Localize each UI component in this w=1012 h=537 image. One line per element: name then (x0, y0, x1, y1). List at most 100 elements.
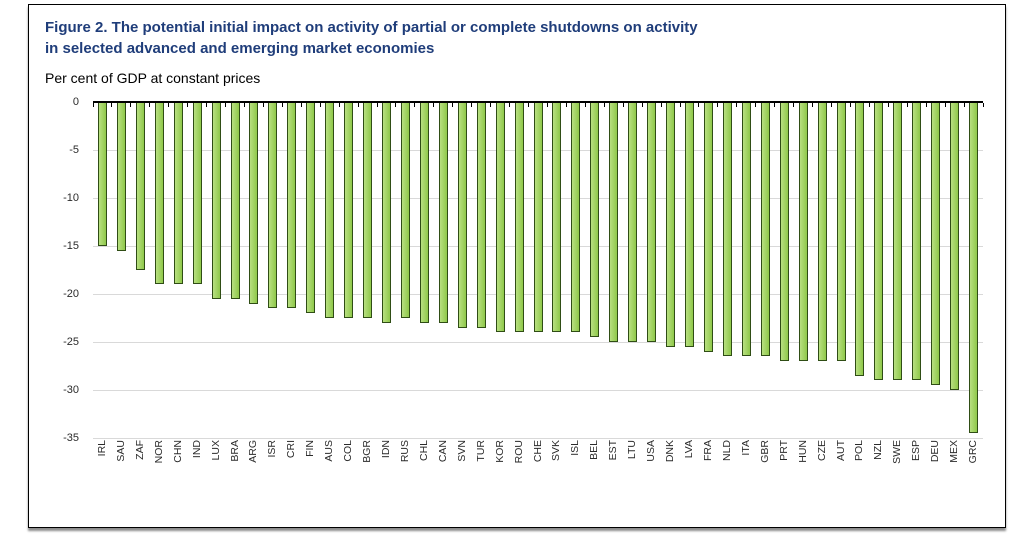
x-label-slot: SWE (888, 440, 907, 484)
bar-GBR (760, 102, 770, 357)
x-label-slot: ISL (566, 440, 585, 484)
bar-slot (112, 102, 131, 438)
axis-tick (111, 103, 113, 107)
bar-slot (472, 102, 491, 438)
bar-CZE (817, 102, 827, 362)
axis-tick (395, 103, 397, 107)
bar-slot (926, 102, 945, 438)
x-label-EST: EST (607, 440, 620, 461)
figure-title-line1: Figure 2. The potential initial impact o… (45, 19, 698, 36)
bar-COL (344, 102, 354, 318)
bar-PRT (779, 102, 789, 362)
x-label-slot: ARG (245, 440, 264, 484)
bar-slot (188, 102, 207, 438)
x-label-slot: LUX (207, 440, 226, 484)
zero-axis-line (93, 101, 983, 103)
x-label-FRA: FRA (701, 440, 714, 461)
x-label-SVN: SVN (455, 440, 468, 462)
x-label-slot: IRL (93, 440, 112, 484)
x-label-slot: CZE (813, 440, 832, 484)
x-label-NOR: NOR (152, 440, 165, 464)
x-label-IRL: IRL (95, 440, 108, 457)
y-axis: 0 -5 -10 -15 -20 -25 -30 -35 (45, 96, 87, 444)
x-label-DEU: DEU (929, 440, 942, 463)
axis-tick (887, 103, 889, 107)
bar-slot (851, 102, 870, 438)
bar-slot (661, 102, 680, 438)
x-label-ISR: ISR (266, 440, 279, 458)
axis-tick (641, 103, 643, 107)
x-axis-labels: IRL SAU ZAF NOR CHN IND LUX BRA ARG ISR CRI FIN AUS C… (93, 440, 983, 484)
y-tick-label--20: -20 (63, 287, 79, 300)
bar-LVA (685, 102, 695, 347)
bar-DEU (931, 102, 941, 386)
bar-slot (301, 102, 320, 438)
bar-ROU (514, 102, 524, 333)
bar-slot (207, 102, 226, 438)
bar-slot (718, 102, 737, 438)
bar-BEL (590, 102, 600, 338)
x-label-slot: BEL (585, 440, 604, 484)
x-label-ESP: ESP (910, 440, 923, 462)
figure-title: Figure 2. The potential initial impact o… (45, 17, 975, 59)
axis-tick (660, 103, 662, 107)
axis-tick (319, 103, 321, 107)
x-label-slot: ROU (510, 440, 529, 484)
x-label-slot: SVN (453, 440, 472, 484)
bar-slot (529, 102, 548, 438)
x-label-BEL: BEL (588, 440, 601, 460)
axis-tick (149, 103, 151, 107)
bar-GRC (969, 102, 979, 434)
x-label-slot: RUS (396, 440, 415, 484)
x-label-ISL: ISL (569, 440, 582, 456)
axis-tick (831, 103, 832, 107)
y-tick-label--5: -5 (69, 143, 79, 156)
x-label-slot: LTU (623, 440, 642, 484)
x-label-CHE: CHE (531, 440, 544, 463)
bar-slot (907, 102, 926, 438)
bar-ARG (249, 102, 259, 304)
x-label-slot: NOR (150, 440, 169, 484)
axis-tick (565, 103, 567, 107)
bar-slot (245, 102, 264, 438)
x-label-FIN: FIN (304, 440, 317, 457)
bar-FIN (306, 102, 316, 314)
bar-RUS (400, 102, 410, 318)
axis-tick (679, 103, 681, 107)
x-label-slot: IND (188, 440, 207, 484)
bar-slot (320, 102, 339, 438)
axis-tick (528, 103, 530, 107)
bar-HUN (798, 102, 808, 362)
x-label-slot: BGR (358, 440, 377, 484)
x-label-slot: GBR (756, 440, 775, 484)
x-label-USA: USA (645, 440, 658, 462)
figure-frame: Figure 2. The potential initial impact o… (28, 4, 1006, 528)
x-label-slot: NLD (718, 440, 737, 484)
bar-DNK (666, 102, 676, 347)
axis-tick (300, 103, 302, 107)
bar-CHN (173, 102, 183, 285)
bar-CHL (419, 102, 429, 323)
x-label-IDN: IDN (380, 440, 393, 459)
x-label-slot: NZL (869, 440, 888, 484)
axis-tick (376, 103, 378, 107)
x-label-slot: SAU (112, 440, 131, 484)
axis-tick (982, 103, 984, 107)
x-label-AUT: AUT (834, 440, 847, 461)
axis-tick (433, 103, 435, 107)
x-label-LVA: LVA (683, 440, 696, 459)
bar-SVN (457, 102, 467, 328)
bar-USA (647, 102, 657, 342)
bar-SVK (552, 102, 562, 333)
bar-slot (642, 102, 661, 438)
x-label-slot: CHL (415, 440, 434, 484)
x-label-slot: LVA (680, 440, 699, 484)
axis-tick (357, 103, 359, 107)
bar-slot (680, 102, 699, 438)
x-label-slot: MEX (945, 440, 964, 484)
x-label-DNK: DNK (664, 440, 677, 463)
bar-NOR (154, 102, 164, 285)
x-label-slot: KOR (491, 440, 510, 484)
x-label-LUX: LUX (209, 440, 222, 461)
x-label-slot: CRI (282, 440, 301, 484)
